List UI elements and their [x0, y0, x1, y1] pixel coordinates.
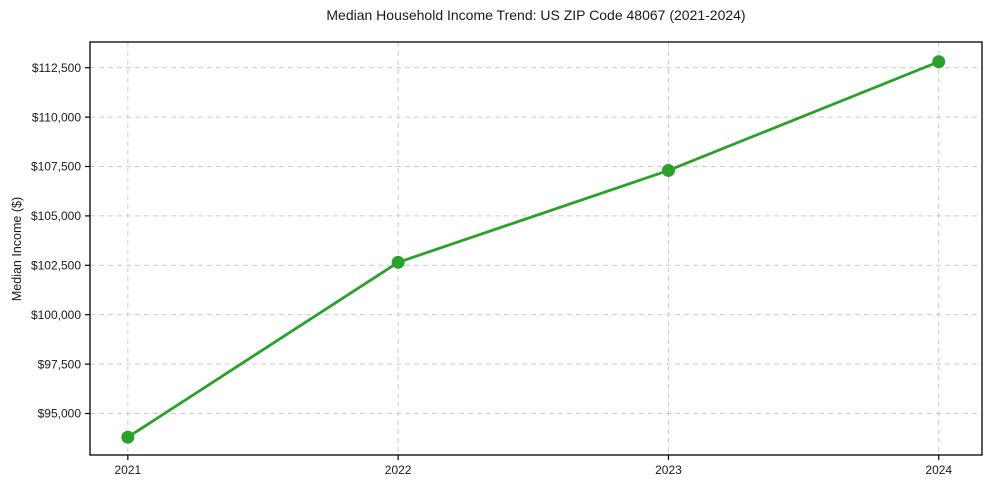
data-point-marker	[391, 255, 405, 269]
y-tick-label: $112,500	[32, 61, 81, 75]
plot-border	[89, 41, 983, 456]
data-point-marker	[121, 430, 135, 444]
y-tick-label: $95,000	[38, 407, 82, 421]
y-tick-label: $110,000	[32, 110, 81, 124]
income-trend-line	[126, 60, 941, 439]
y-tick-label: $102,500	[31, 258, 81, 272]
chart-title: Median Household Income Trend: US ZIP Co…	[326, 7, 746, 23]
x-tick-label: 2021	[114, 463, 141, 477]
x-tick-label: 2022	[385, 463, 412, 477]
data-point-marker	[932, 55, 946, 69]
x-tick-label: 2024	[925, 463, 952, 477]
y-tick-label: $100,000	[31, 308, 81, 322]
y-tick-label: $107,500	[31, 160, 81, 174]
data-point-marker	[661, 163, 675, 177]
y-tick-label: $97,500	[38, 357, 82, 371]
y-tick-label: $105,000	[31, 209, 81, 223]
x-tick-label: 2023	[655, 463, 682, 477]
